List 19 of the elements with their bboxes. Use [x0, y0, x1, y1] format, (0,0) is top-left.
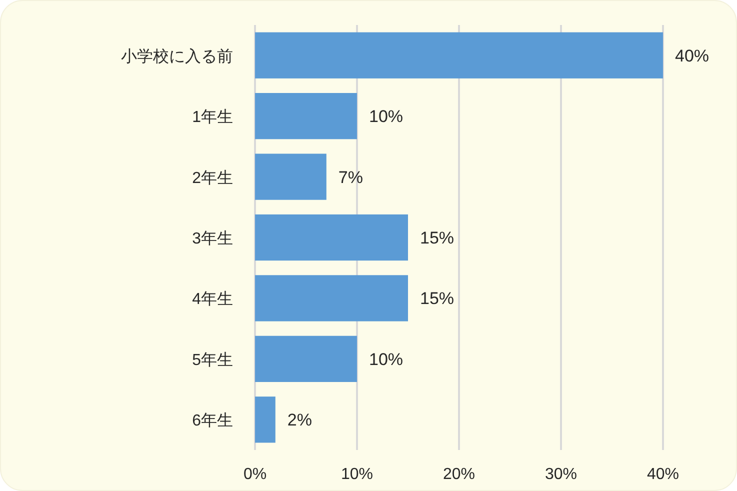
value-label: 7% [338, 168, 363, 187]
category-label: 2年生 [192, 170, 233, 187]
category-label: 5年生 [192, 352, 233, 369]
category-label: 小学校に入る前 [121, 48, 233, 66]
x-tick-label: 40% [646, 466, 680, 483]
x-tick-label: 10% [340, 466, 374, 483]
value-label: 10% [369, 107, 404, 126]
value-label: 10% [369, 350, 404, 369]
category-label: 1年生 [192, 109, 233, 126]
category-label: 6年生 [192, 412, 233, 430]
category-label: 4年生 [192, 291, 233, 308]
category-label: 3年生 [192, 230, 233, 248]
value-label: 2% [287, 410, 312, 430]
value-label: 15% [420, 228, 454, 248]
value-label: 15% [420, 289, 454, 308]
x-tick-label: 20% [442, 466, 476, 483]
x-tick-label: 30% [544, 466, 578, 483]
x-tick-label: 0% [243, 466, 267, 483]
value-label: 40% [675, 46, 710, 66]
